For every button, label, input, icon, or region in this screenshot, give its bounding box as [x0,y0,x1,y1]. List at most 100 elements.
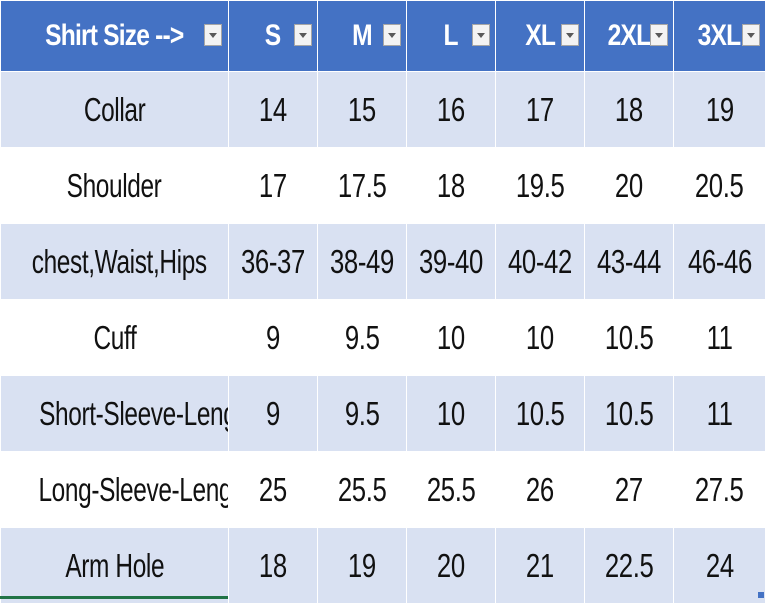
filter-dropdown-button[interactable] [472,24,490,46]
header-3xl[interactable]: 3XL [674,1,765,72]
header-m[interactable]: M [318,1,407,72]
table-cell[interactable]: 11 [674,300,765,376]
cell-value: 10.5 [605,319,654,357]
table-cell[interactable]: 10.5 [496,376,585,452]
table-cell[interactable]: 39-40 [407,224,496,300]
table-cell[interactable]: 24 [674,528,765,604]
cell-value: 11 [707,319,733,357]
table-cell[interactable]: 14 [229,72,318,148]
table-cell[interactable]: 38-49 [318,224,407,300]
filter-dropdown-button[interactable] [204,24,222,46]
row-label: Arm Hole [65,547,164,585]
table-cell[interactable]: 17.5 [318,148,407,224]
table-cell[interactable]: 20 [585,148,674,224]
cell-value: 25.5 [427,471,476,509]
table-cell[interactable]: 36-37 [229,224,318,300]
filter-dropdown-button[interactable] [383,24,401,46]
cell-value: 11 [707,395,733,433]
header-2xl[interactable]: 2XL [585,1,674,72]
filter-dropdown-button[interactable] [561,24,579,46]
cell-value: 19 [348,547,376,585]
cell-value: 17 [259,167,287,205]
row-label: chest,Waist,Hips [32,243,207,281]
cell-value: 14 [259,91,287,129]
filter-dropdown-button[interactable] [294,24,312,46]
table-cell[interactable]: 25.5 [318,452,407,528]
row-label: Long-Sleeve-Length [38,471,228,509]
header-label: M [352,19,372,53]
table-cell[interactable]: 9.5 [318,300,407,376]
header-label: S [265,19,281,53]
row-label: Short-Sleeve-Length [39,395,228,433]
header-l[interactable]: L [407,1,496,72]
cell-value: 26 [526,471,554,509]
header-shirt-size[interactable]: Shirt Size --> [1,1,229,72]
table-cell[interactable]: 18 [229,528,318,604]
chevron-down-icon [747,33,755,38]
cell-value: 20 [615,167,643,205]
table-cell[interactable]: 20.5 [674,148,765,224]
row-label-cell[interactable]: Arm Hole [1,528,229,604]
cell-value: 19 [706,91,734,129]
header-label: 3XL [698,19,741,53]
table-cell[interactable]: 9 [229,376,318,452]
cell-value: 25 [259,471,287,509]
table-cell[interactable]: 18 [407,148,496,224]
table-cell[interactable]: 20 [407,528,496,604]
header-label: 2XL [608,19,651,53]
table-cell[interactable]: 9 [229,300,318,376]
table-cell[interactable]: 43-44 [585,224,674,300]
table-cell[interactable]: 22.5 [585,528,674,604]
table-cell[interactable]: 11 [674,376,765,452]
table-cell[interactable]: 27.5 [674,452,765,528]
chevron-down-icon [299,33,307,38]
table-row: Cuff 9 9.5 10 10 10.5 11 [1,300,765,376]
table-cell[interactable]: 21 [496,528,585,604]
cell-value: 39-40 [419,243,483,281]
row-label-cell[interactable]: Cuff [1,300,229,376]
table-cell[interactable]: 15 [318,72,407,148]
table-cell[interactable]: 26 [496,452,585,528]
table-cell[interactable]: 19.5 [496,148,585,224]
table-cell[interactable]: 19 [318,528,407,604]
filter-dropdown-button[interactable] [742,24,760,46]
table-cell[interactable]: 46-46 [674,224,765,300]
row-label-cell[interactable]: Shoulder [1,148,229,224]
table-cell[interactable]: 25.5 [407,452,496,528]
header-xl[interactable]: XL [496,1,585,72]
table-cell[interactable]: 16 [407,72,496,148]
table-cell[interactable]: 10 [496,300,585,376]
filter-dropdown-button[interactable] [650,24,668,46]
table-cell[interactable]: 17 [496,72,585,148]
table-cell[interactable]: 18 [585,72,674,148]
cell-value: 46-46 [688,243,752,281]
cell-value: 9 [266,319,280,357]
row-label-cell[interactable]: Short-Sleeve-Length [1,376,229,452]
row-label-cell[interactable]: Long-Sleeve-Length [1,452,229,528]
table-resize-handle[interactable] [758,592,764,598]
table-cell[interactable]: 17 [229,148,318,224]
table-cell[interactable]: 10.5 [585,300,674,376]
table-cell[interactable]: 10 [407,376,496,452]
cell-value: 10.5 [605,395,654,433]
cell-value: 10 [437,319,465,357]
table-cell[interactable]: 9.5 [318,376,407,452]
cell-value: 17.5 [338,167,387,205]
table-cell[interactable]: 40-42 [496,224,585,300]
cell-value: 38-49 [330,243,394,281]
cell-value: 22.5 [605,547,654,585]
row-label-cell[interactable]: Collar [1,72,229,148]
row-label-cell[interactable]: chest,Waist,Hips [1,224,229,300]
header-s[interactable]: S [229,1,318,72]
table-cell[interactable]: 10 [407,300,496,376]
table-cell[interactable]: 19 [674,72,765,148]
table-cell[interactable]: 27 [585,452,674,528]
cell-value: 20 [437,547,465,585]
table-cell[interactable]: 10.5 [585,376,674,452]
header-label: XL [525,19,555,53]
table-cell[interactable]: 25 [229,452,318,528]
row-label: Cuff [93,319,136,357]
